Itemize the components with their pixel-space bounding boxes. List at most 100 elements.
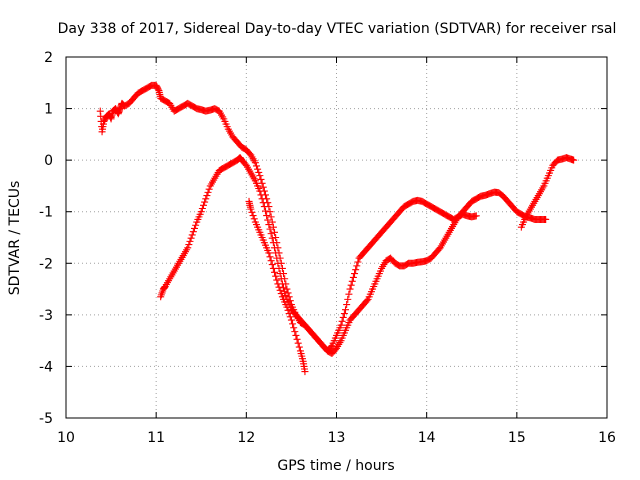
data-point	[273, 276, 281, 284]
data-point	[254, 165, 262, 173]
data-point	[274, 259, 282, 267]
data-point	[185, 241, 193, 249]
data-point	[267, 213, 275, 221]
data-point	[264, 216, 272, 224]
x-tick-label: 10	[57, 430, 75, 446]
data-point	[282, 292, 290, 300]
data-point	[293, 335, 301, 343]
data-point	[272, 272, 280, 280]
data-point	[198, 204, 206, 212]
y-tick-label: -4	[39, 359, 53, 375]
data-point	[271, 244, 279, 252]
axis-ticks	[65, 56, 608, 419]
data-point	[251, 159, 259, 167]
data-point	[269, 264, 277, 272]
y-tick-label: -1	[39, 205, 53, 221]
data-point	[189, 228, 197, 236]
data-point	[273, 254, 281, 262]
data-point	[200, 201, 208, 209]
data-point	[197, 208, 205, 216]
data-point	[354, 258, 362, 266]
data-point	[342, 306, 350, 314]
y-tick-label: 2	[44, 50, 53, 66]
data-point	[291, 328, 299, 336]
data-point	[345, 290, 353, 298]
data-point	[261, 207, 269, 215]
data-point	[352, 266, 360, 274]
data-point	[250, 215, 258, 223]
data-point	[265, 249, 273, 257]
data-point	[339, 313, 347, 321]
data-point	[255, 168, 263, 176]
data-point	[260, 203, 268, 211]
data-point	[272, 249, 280, 257]
data-point	[268, 234, 276, 242]
data-point	[286, 313, 294, 321]
data-point	[154, 85, 162, 93]
data-point	[205, 185, 213, 193]
data-point	[252, 162, 260, 170]
data-point	[570, 156, 578, 164]
data-point	[287, 316, 295, 324]
grid	[66, 57, 607, 418]
x-tick-label: 12	[237, 430, 255, 446]
data-point	[266, 225, 274, 233]
data-point	[192, 221, 200, 229]
y-tick-label: -5	[39, 411, 53, 427]
data-point	[188, 231, 196, 239]
data-point	[277, 275, 285, 283]
x-axis-label: GPS time / hours	[277, 458, 394, 474]
data-point	[276, 286, 284, 294]
data-point	[290, 324, 298, 332]
data-point	[248, 208, 256, 216]
data-point	[265, 221, 273, 229]
data-point	[349, 273, 357, 281]
data-point	[263, 212, 271, 220]
data-point	[472, 212, 480, 220]
data-point	[274, 280, 282, 288]
x-tick-label: 15	[508, 430, 526, 446]
data-point	[190, 224, 198, 232]
data-point	[202, 195, 210, 203]
data-point	[343, 301, 351, 309]
data-point	[266, 208, 274, 216]
data-point	[257, 191, 265, 199]
y-tick-label: 0	[44, 153, 53, 169]
data-point	[267, 257, 275, 265]
data-point	[203, 192, 211, 200]
data-point	[338, 317, 346, 325]
data-point	[285, 310, 293, 318]
data-point	[268, 261, 276, 269]
data-point	[187, 234, 195, 242]
data-point	[247, 205, 255, 213]
data-point	[271, 268, 279, 276]
data-point	[186, 237, 194, 245]
data-point	[276, 270, 284, 278]
data-point	[294, 339, 302, 347]
x-tick-label: 11	[147, 430, 165, 446]
data-point	[257, 175, 265, 183]
data-point	[269, 239, 277, 247]
data-point	[259, 199, 267, 207]
y-tick-label: -2	[39, 256, 53, 272]
data-point	[258, 195, 266, 203]
data-point	[204, 188, 212, 196]
data-point	[267, 230, 275, 238]
data-point	[256, 187, 264, 195]
data-point	[363, 297, 371, 305]
data-point	[346, 285, 354, 293]
data-point	[184, 244, 192, 252]
y-tick-label: -3	[39, 308, 53, 324]
chart-title: Day 338 of 2017, Sidereal Day-to-day VTE…	[58, 21, 617, 37]
data-point	[292, 331, 300, 339]
data-point	[249, 212, 257, 220]
x-tick-labels: 10 11 12 13 14 15 16	[57, 430, 616, 446]
data-point	[351, 270, 359, 278]
data-point	[289, 320, 297, 328]
data-point	[301, 368, 309, 376]
data-point	[271, 228, 279, 236]
data-point	[340, 310, 348, 318]
data-point	[266, 253, 274, 261]
data-point	[344, 295, 352, 303]
